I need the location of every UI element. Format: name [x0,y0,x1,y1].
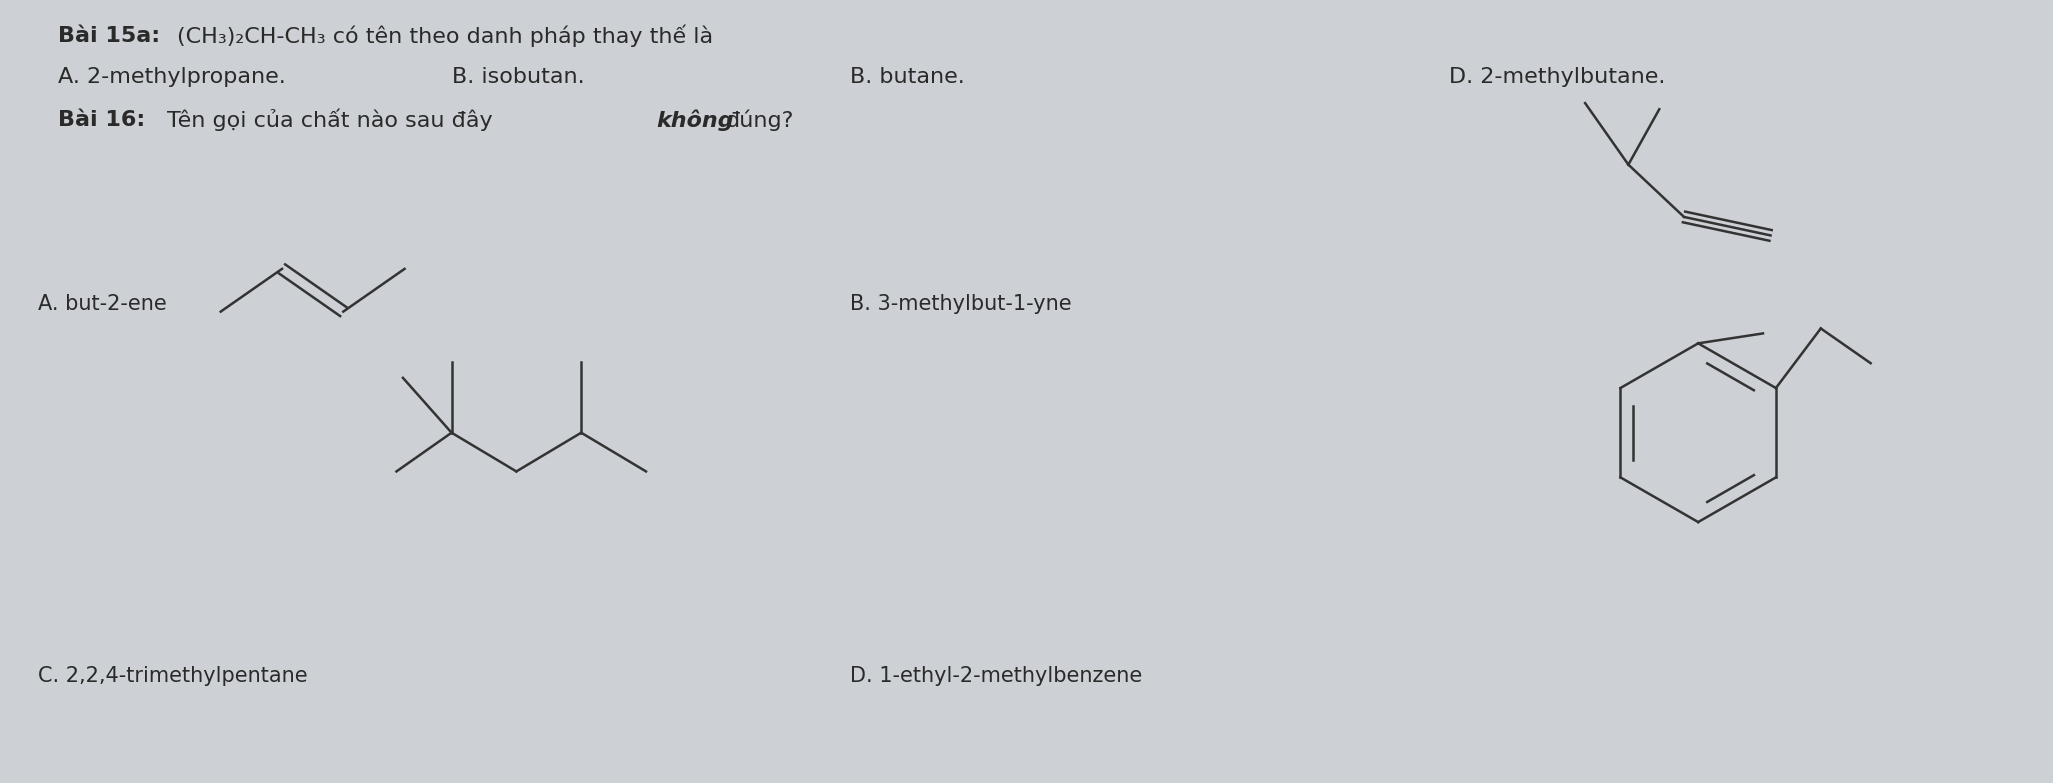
Text: không: không [657,109,733,131]
Text: B. butane.: B. butane. [850,67,965,87]
Text: A. but-2-ene: A. but-2-ene [37,294,166,314]
Text: Tên gọi của chất nào sau đây: Tên gọi của chất nào sau đây [168,109,493,132]
Text: Bài 16:: Bài 16: [57,110,146,130]
Text: C. 2,2,4-trimethylpentane: C. 2,2,4-trimethylpentane [37,666,308,686]
Text: đúng?: đúng? [727,109,795,131]
Text: B. 3-methylbut-1-yne: B. 3-methylbut-1-yne [850,294,1072,314]
Text: D. 2-methylbutane.: D. 2-methylbutane. [1449,67,1665,87]
Text: Bài 15a:: Bài 15a: [57,26,160,45]
Text: A. 2-methylpropane.: A. 2-methylpropane. [57,67,285,87]
Text: D. 1-ethyl-2-methylbenzene: D. 1-ethyl-2-methylbenzene [850,666,1144,686]
Text: (CH₃)₂CH-CH₃ có tên theo danh pháp thay thế là: (CH₃)₂CH-CH₃ có tên theo danh pháp thay … [177,24,714,47]
Text: B. isobutan.: B. isobutan. [452,67,585,87]
